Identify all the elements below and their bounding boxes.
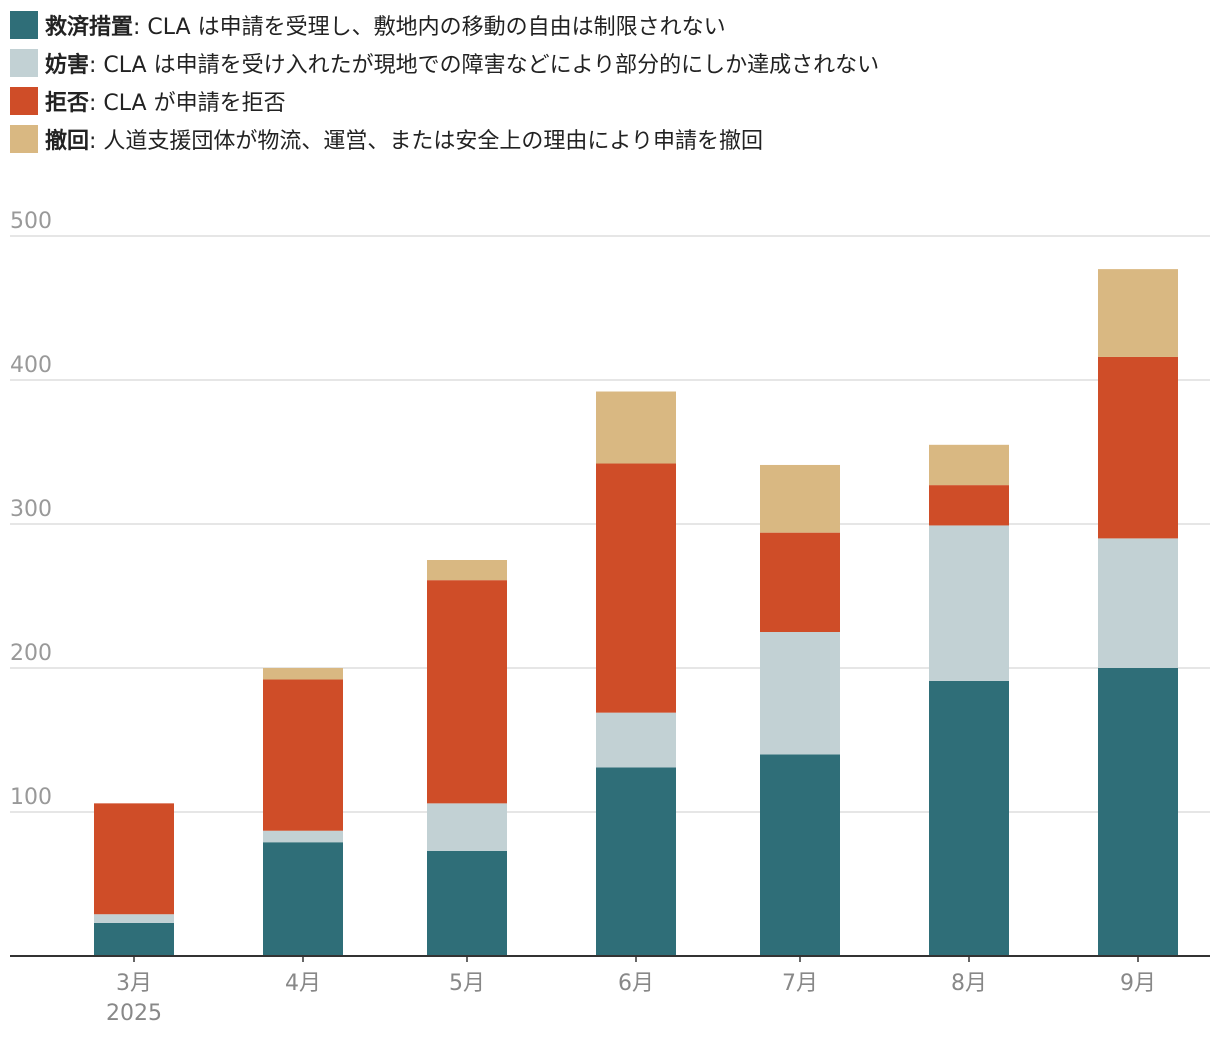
legend-desc-relief: : CLA は申請を受理し、敷地内の移動の自由は制限されない [133,15,726,40]
bar-4-series-2 [596,712,676,768]
bar-4-series-1 [596,767,676,956]
bar-5-series-2 [760,632,840,755]
bar-1-series-2 [94,914,174,923]
bar-2-series-1 [263,842,343,956]
x-tick-sublabel-1: 2025 [106,1001,162,1026]
legend-desc-withdrawal: : 人道支援団体が物流、運営、または安全上の理由により申請を撤回 [89,129,763,154]
bar-3-series-1 [427,850,507,956]
bar-4-series-3 [596,463,676,713]
legend-swatch-obstruction [10,49,38,77]
y-tick-label-500: 500 [10,209,52,234]
x-tick-label-6: 8月 [951,971,987,996]
bar-2-series-4 [263,668,343,680]
bar-3-series-4 [427,560,507,581]
bar-5-series-4 [760,464,840,533]
y-tick-label-100: 100 [10,785,52,810]
chart-legend: 救済措置 : CLA は申請を受理し、敷地内の移動の自由は制限されない 妨害 :… [10,6,1210,158]
bar-6-series-3 [929,485,1009,526]
bar-7-series-3 [1098,356,1178,539]
axes: 100 200 300 400 500 3月 2025 4月 5月 6月 7月 8月 9月 [10,209,1210,1026]
bar-2-series-3 [263,679,343,831]
bar-7-series-1 [1098,668,1178,956]
legend-item-relief: 救済措置 : CLA は申請を受理し、敷地内の移動の自由は制限されない [10,6,1210,44]
legend-swatch-relief [10,11,38,39]
legend-term-refusal: 拒否 [45,91,90,116]
x-tick-label-5: 7月 [782,971,818,996]
legend-term-obstruction: 妨害 [45,53,90,78]
x-tick-label-4: 6月 [618,971,654,996]
x-tick-label-1: 3月 [116,971,152,996]
bar-7-series-4 [1098,269,1178,357]
bar-1-series-1 [94,922,174,956]
x-tick-label-3: 5月 [449,971,485,996]
x-tick-label-7: 9月 [1120,971,1156,996]
bar-3-series-3 [427,580,507,804]
bar-1-series-3 [94,803,174,915]
bar-2-series-2 [263,830,343,843]
bar-6-series-1 [929,680,1009,956]
legend-item-withdrawal: 撤回 : 人道支援団体が物流、運営、または安全上の理由により申請を撤回 [10,120,1210,158]
legend-swatch-refusal [10,87,38,115]
legend-desc-obstruction: : CLA は申請を受け入れたが現地での障害などにより部分的にしか達成されない [89,53,880,78]
legend-item-refusal: 拒否 : CLA が申請を拒否 [10,82,1210,120]
x-tick-label-2: 4月 [285,971,321,996]
legend-term-relief: 救済措置 [45,15,134,40]
bar-5-series-3 [760,532,840,632]
legend-item-obstruction: 妨害 : CLA は申請を受け入れたが現地での障害などにより部分的にしか達成され… [10,44,1210,82]
legend-swatch-withdrawal [10,125,38,153]
y-tick-label-200: 200 [10,641,52,666]
bar-7-series-2 [1098,538,1178,668]
bar-6-series-2 [929,525,1009,681]
y-tick-label-300: 300 [10,497,52,522]
bar-5-series-1 [760,754,840,956]
y-tick-label-400: 400 [10,353,52,378]
bar-6-series-4 [929,444,1009,486]
bars [94,269,1178,956]
bar-3-series-2 [427,803,507,851]
legend-desc-refusal: : CLA が申請を拒否 [89,91,286,116]
legend-term-withdrawal: 撤回 [45,129,90,154]
bar-4-series-4 [596,391,676,464]
